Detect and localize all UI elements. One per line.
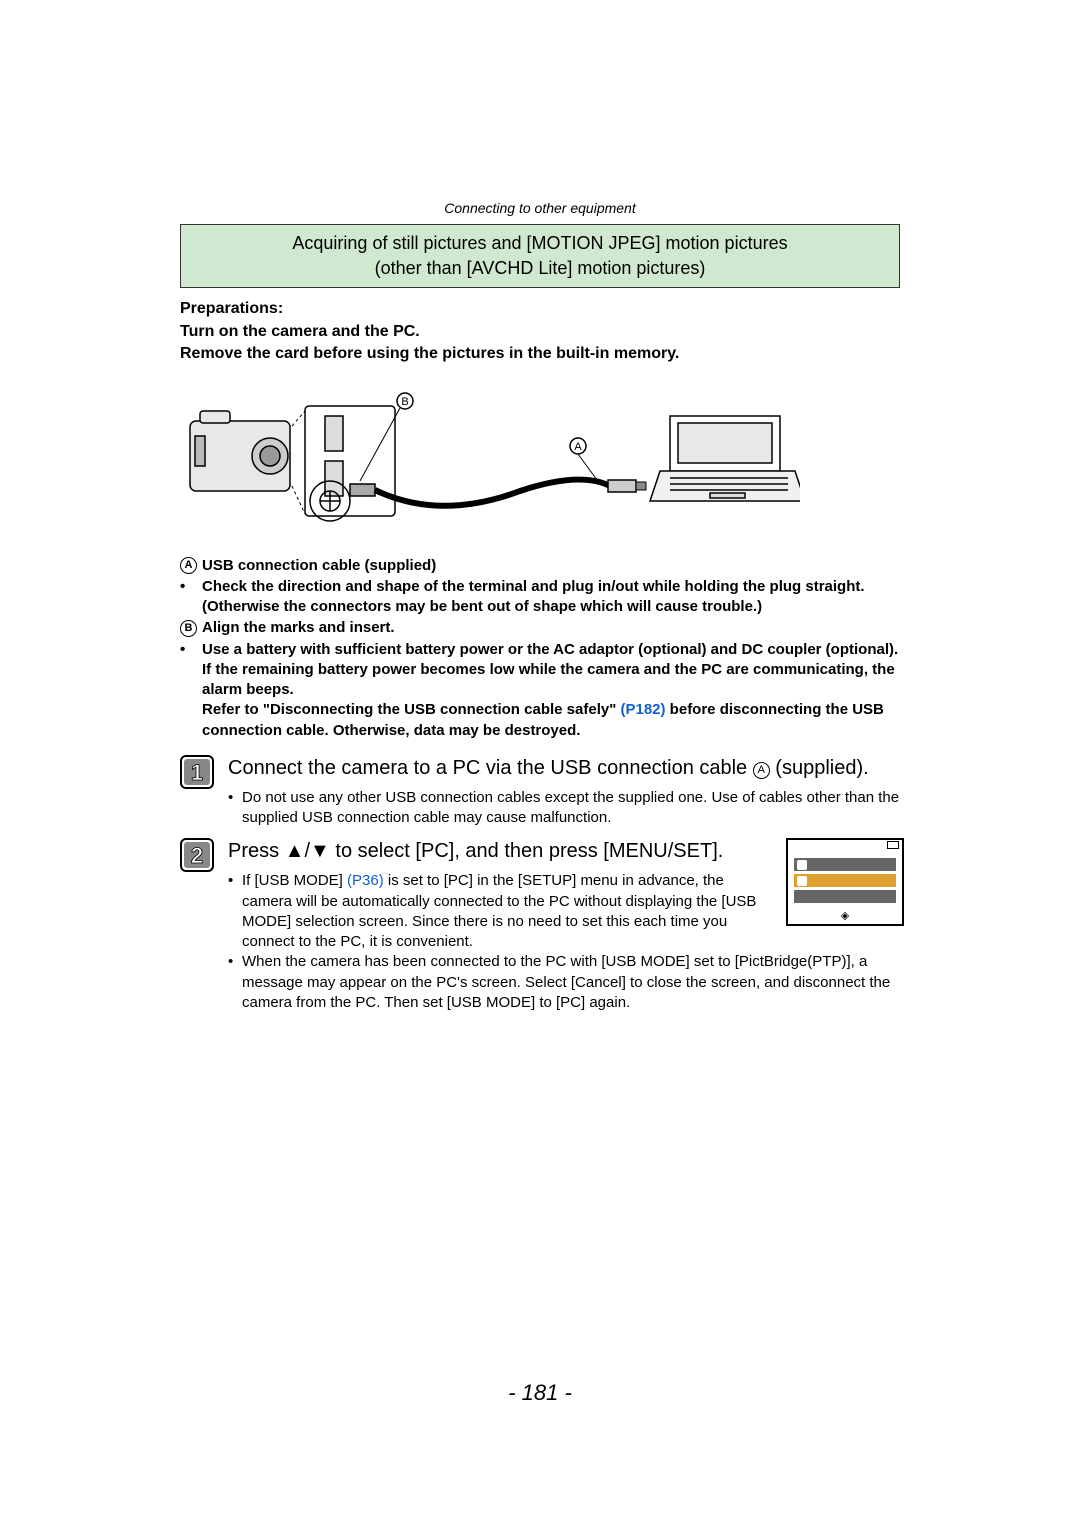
prep-line-1: Preparations: — [180, 300, 283, 317]
prep-line-3: Remove the card before using the picture… — [180, 345, 679, 362]
step-2-sub-1: If [USB MODE] (P36) is set to [PC] in th… — [242, 871, 770, 952]
svg-text:1: 1 — [191, 760, 203, 785]
step-2-badge: 2 — [180, 838, 214, 872]
page-number: - 181 - — [0, 1380, 1080, 1406]
label-a-icon: A — [180, 557, 197, 574]
usb-icon — [887, 841, 899, 849]
connection-diagram: B A — [180, 386, 900, 536]
note-b: Align the marks and insert. — [202, 618, 900, 638]
title-line-1: Acquiring of still pictures and [MOTION … — [292, 233, 787, 253]
svg-text:A: A — [574, 441, 582, 453]
notes-block: A USB connection cable (supplied) • Chec… — [180, 556, 900, 741]
label-b-icon: B — [180, 620, 197, 637]
label-a-inline-icon: A — [753, 762, 770, 779]
step-2-sub-2: When the camera has been connected to th… — [242, 952, 900, 1013]
step-1-badge: 1 — [180, 755, 214, 789]
title-box: Acquiring of still pictures and [MOTION … — [180, 224, 900, 288]
menu-set-icon: ◈ — [788, 908, 902, 922]
step-1-title: Connect the camera to a PC via the USB c… — [228, 755, 900, 782]
prep-line-2: Turn on the camera and the PC. — [180, 323, 420, 340]
title-line-2: (other than [AVCHD Lite] motion pictures… — [375, 258, 706, 278]
note-a: USB connection cable (supplied) — [202, 556, 900, 576]
note-bullet-2: Use a battery with sufficient battery po… — [202, 640, 900, 741]
preparations: Preparations: Turn on the camera and the… — [180, 298, 900, 365]
step-1-sub: Do not use any other USB connection cabl… — [242, 788, 900, 829]
svg-text:2: 2 — [191, 843, 203, 868]
pc-icon — [797, 876, 807, 886]
manual-page: Connecting to other equipment Acquiring … — [0, 0, 1080, 1013]
step-2: 2 Press ▲/▼ to select [PC], and then pre… — [180, 838, 900, 1013]
page-ref-182[interactable]: (P182) — [620, 701, 665, 718]
step-1: 1 Connect the camera to a PC via the USB… — [180, 755, 900, 829]
svg-text:B: B — [401, 396, 408, 408]
page-ref-36[interactable]: (P36) — [347, 872, 384, 889]
usb-mode-screen: ◈ — [786, 838, 904, 926]
printer-icon — [797, 860, 807, 870]
note-bullet-1: Check the direction and shape of the ter… — [202, 577, 900, 618]
section-header: Connecting to other equipment — [180, 200, 900, 216]
